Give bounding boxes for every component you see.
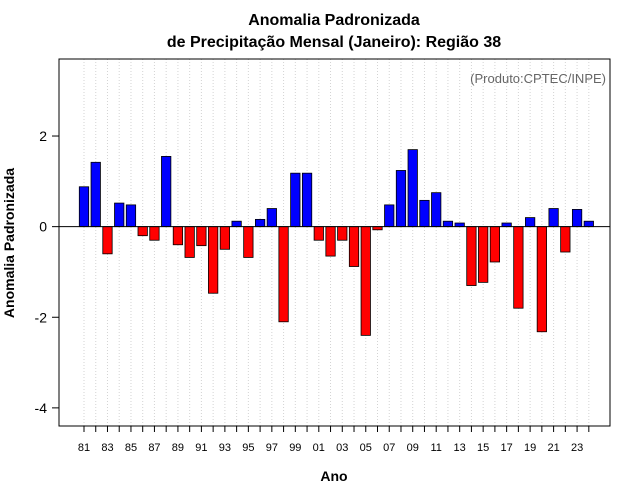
bar-02 — [325, 226, 336, 257]
x-axis-label: Ano — [320, 468, 347, 484]
bar-15 — [478, 226, 489, 283]
bar-17 — [501, 222, 512, 228]
bar-16 — [489, 226, 501, 263]
bar-85 — [125, 204, 137, 228]
y-tick-label: -4 — [35, 400, 48, 416]
x-tick-label: 05 — [360, 442, 372, 454]
bar-81 — [78, 186, 90, 228]
bar-11 — [431, 192, 442, 228]
bar-00 — [301, 172, 313, 228]
y-tick-label: 0 — [39, 219, 47, 235]
bar-13 — [454, 222, 465, 228]
bar-92 — [208, 226, 219, 294]
bar-95 — [243, 226, 254, 258]
x-tick-label: 07 — [383, 442, 395, 454]
chart-title: Anomalia Padronizada — [248, 12, 420, 29]
credit-label: (Produto:CPTEC/INPE) — [470, 71, 606, 86]
x-tick-label: 13 — [454, 442, 466, 454]
x-axis: 81 83 85 87 89 91 93 95 97 99 01 03 05 07 09 11 13 15 17 19… — [78, 426, 590, 454]
bar-87 — [149, 226, 160, 241]
x-tick-label: 99 — [289, 442, 301, 454]
bar-98 — [278, 226, 289, 323]
x-tick-label: 03 — [336, 442, 348, 454]
x-tick-label: 11 — [430, 442, 441, 454]
bar-88 — [161, 156, 172, 228]
x-tick-label: 87 — [148, 442, 160, 454]
x-tick-label: 01 — [313, 442, 325, 454]
chart-subtitle: de Precipitação Mensal (Janeiro): Região… — [167, 34, 501, 51]
bar-14 — [466, 226, 477, 286]
x-tick-label: 17 — [501, 442, 513, 454]
bar-89 — [172, 226, 184, 246]
x-tick-label: 97 — [266, 442, 278, 454]
bar-05 — [360, 226, 371, 336]
bar-22 — [560, 226, 571, 253]
plot-frame — [58, 58, 611, 427]
x-tick-label: 83 — [101, 442, 113, 454]
bar-94 — [231, 220, 242, 228]
bar-86 — [137, 226, 148, 237]
y-tick-label: -2 — [35, 309, 48, 325]
bar-19 — [525, 217, 536, 228]
bar-93 — [219, 226, 230, 250]
x-tick-label: 89 — [172, 442, 184, 454]
bar-03 — [337, 226, 348, 241]
bar-08 — [395, 170, 407, 228]
bar-91 — [196, 226, 207, 247]
bar-21 — [548, 208, 559, 228]
bar-18 — [513, 226, 524, 309]
y-axis: -4 -2 0 2 — [35, 128, 59, 416]
y-axis-label: Anomalia Padronizada — [1, 168, 17, 318]
x-tick-label: 23 — [571, 442, 583, 454]
bar-04 — [348, 226, 360, 267]
bar-83 — [102, 226, 113, 255]
bar-20 — [536, 226, 547, 333]
bar-82 — [90, 161, 101, 228]
x-tick-label: 91 — [195, 442, 207, 454]
bar-84 — [114, 202, 125, 228]
bar-01 — [313, 226, 324, 241]
x-tick-label: 95 — [242, 442, 254, 454]
x-tick-label: 85 — [125, 442, 137, 454]
bar-07 — [384, 204, 395, 228]
bar-96 — [254, 218, 266, 228]
x-tick-label: 19 — [524, 442, 536, 454]
x-tick-label: 15 — [477, 442, 489, 454]
gridlines — [83, 59, 590, 426]
x-tick-label: 81 — [78, 442, 90, 454]
bar-90 — [184, 226, 195, 258]
bar-12 — [442, 220, 454, 228]
x-tick-label: 93 — [219, 442, 231, 454]
bar-09 — [407, 149, 418, 228]
bar-10 — [419, 199, 430, 228]
bar-24 — [583, 220, 594, 228]
bar-99 — [290, 172, 301, 228]
bars — [78, 149, 594, 336]
y-tick-label: 2 — [39, 128, 47, 144]
x-tick-label: 09 — [407, 442, 419, 454]
x-tick-label: 21 — [547, 442, 559, 454]
bar-23 — [571, 209, 583, 228]
bar-97 — [266, 208, 277, 228]
